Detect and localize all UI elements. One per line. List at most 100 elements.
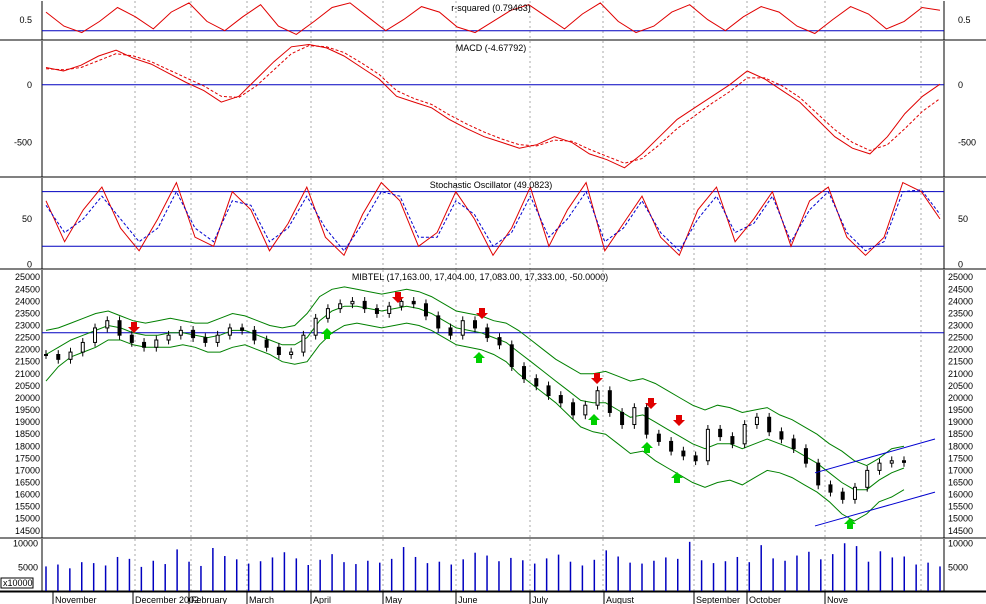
y-tick-label: 25000 [15,272,40,282]
y-tick-label: 22500 [948,333,973,343]
y-tick-label: 16500 [15,477,40,487]
y-tick-label: 19500 [15,405,40,415]
candle-body [166,334,171,341]
panel-background [0,539,986,591]
y-tick-label: -500 [14,137,32,147]
y-tick-label: 19500 [948,405,973,415]
panel-background [0,41,986,177]
y-tick-label: 5000 [18,562,38,572]
buy-arrow [588,414,600,425]
candle-body [129,334,134,343]
candle-body [374,308,379,314]
bollinger-lower-band [45,322,905,522]
y-tick-label: 0.5 [19,15,32,25]
candle-body [203,337,208,343]
candle-body [142,341,147,348]
y-tick-label: 5000 [948,562,968,572]
trend-channel-lower [814,491,936,527]
candle-body [264,339,269,348]
candle-body [730,436,735,445]
y-tick-label: 22000 [948,345,973,355]
y-tick-label: 21500 [15,357,40,367]
y-tick-label: 24000 [948,296,973,306]
panel-title: Stochastic Oscillator (49.0823) [430,180,553,190]
candle-body [632,407,637,426]
y-tick-label: 16000 [948,490,973,500]
candle-body [117,320,122,336]
candle-body [178,329,183,336]
buy-arrow [641,442,653,453]
y-tick-label: 17500 [948,453,973,463]
y-tick-label: 16500 [948,477,973,487]
candle-body [56,354,61,360]
month-label: August [606,595,635,604]
y-tick-label: 22000 [15,345,40,355]
y-tick-label: 14500 [15,526,40,536]
y-tick-label: 0.5 [958,15,971,25]
month-label: May [385,595,403,604]
month-label: December 2002 [135,595,199,604]
candle-body [877,462,882,471]
buy-arrow [844,518,856,529]
month-label: June [458,595,478,604]
bollinger-upper-band [45,286,905,467]
candle-body [325,308,330,319]
y-tick-label: 16000 [15,490,40,500]
y-tick-label: 50 [22,214,32,224]
candle-body [705,428,710,462]
candle-body [509,344,514,368]
sell-arrow [591,373,603,384]
candle-body [803,448,808,464]
candle-body [93,327,98,343]
buy-arrow [321,328,333,339]
y-tick-label: 18500 [948,429,973,439]
candle-body [227,327,232,336]
y-tick-label: 18000 [948,441,973,451]
candle-body [840,491,845,500]
candle-body [656,433,661,442]
buy-arrow [473,352,485,363]
candle-body [460,320,465,336]
candle-body [767,416,772,433]
y-tick-label: 23000 [948,321,973,331]
month-label: April [313,595,331,604]
y-tick-label: -500 [958,137,976,147]
y-tick-label: 15500 [948,502,973,512]
candle-body [215,334,220,343]
panel-background [0,1,986,40]
candle-body [669,440,674,452]
candle-body [313,317,318,336]
candle-body [571,402,576,416]
candle-body [522,366,527,380]
y-tick-label: 24500 [948,284,973,294]
y-tick-label: 21500 [948,357,973,367]
candle-body [191,329,196,339]
y-tick-label: 10000 [13,539,38,549]
month-label: September [696,595,740,604]
sell-arrow [673,415,685,426]
candle-body [44,354,48,357]
candle-body [448,327,453,336]
candle-body [558,395,563,404]
y-tick-label: 17000 [948,465,973,475]
y-tick-label: 0 [958,259,963,269]
y-tick-label: 21000 [948,369,973,379]
month-label: July [532,595,549,604]
candle-body [754,416,759,426]
y-tick-label: 25000 [948,272,973,282]
volume-multiplier-box [0,577,34,589]
candle-body [889,460,894,464]
month-label: Nove [827,595,848,604]
candle-body [583,404,588,416]
buy-arrow [671,472,683,483]
month-label: November [55,595,97,604]
y-tick-label: 18000 [15,441,40,451]
candle-body [644,407,649,435]
candle-body [485,327,490,339]
y-tick-label: 17000 [15,465,40,475]
rsquared-line [45,2,941,35]
candle-body [816,462,821,486]
y-tick-label: 24500 [15,284,40,294]
y-tick-label: 15000 [15,514,40,524]
candle-body [436,315,441,329]
